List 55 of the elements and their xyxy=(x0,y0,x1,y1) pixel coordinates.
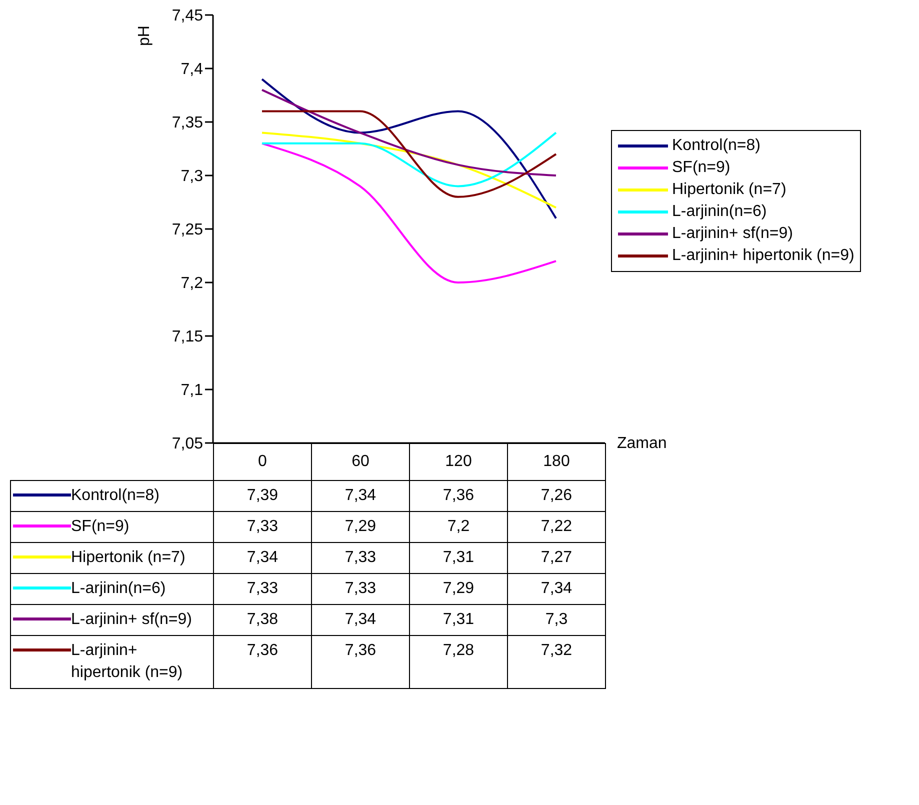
x-tick-label: 120 xyxy=(410,444,508,480)
data-label: 7,36 xyxy=(312,636,410,688)
y-tick-label: 7,45 xyxy=(172,8,204,25)
data-label: 7,28 xyxy=(410,636,508,688)
text: Kontrol(n=8) xyxy=(71,487,160,504)
data-label: 7,29 xyxy=(410,574,508,604)
text: L-arjinin+ hipertonik (n=9) xyxy=(71,642,183,681)
data-label: 7,32 xyxy=(508,636,606,688)
data-label: 7,34 xyxy=(312,480,410,512)
text: L-arjinin+ sf(n=9) xyxy=(71,611,192,628)
line-series xyxy=(261,78,557,220)
y-tick-label: 7,05 xyxy=(172,436,204,453)
text: Hipertonik (n=7) xyxy=(71,549,186,566)
y-tick-label: 7,35 xyxy=(172,114,204,132)
y-tick-label: 7,2 xyxy=(180,275,204,292)
legend-label: L-arjinin(n=6) xyxy=(672,202,767,222)
data-label: 7,39 xyxy=(214,480,312,512)
y-tick-label: 7,1 xyxy=(180,382,204,400)
data-label: 7,36 xyxy=(410,480,508,512)
line-series xyxy=(261,142,557,284)
data-label: 7,33 xyxy=(214,512,312,542)
x-tick-label: 180 xyxy=(508,444,606,480)
y-tick-label: 7,4 xyxy=(180,61,204,78)
data-label: 7,33 xyxy=(312,542,410,574)
y-tick-label: 7,25 xyxy=(172,222,204,239)
text: SF(n=9) xyxy=(71,518,130,535)
data-label: 7,36 xyxy=(214,636,312,688)
line-series xyxy=(261,88,557,176)
data-label: 7,27 xyxy=(508,542,606,574)
data-label: 7,34 xyxy=(312,604,410,636)
data-label: 7,38 xyxy=(214,604,312,636)
line-series xyxy=(261,132,557,209)
y-axis-title: pH xyxy=(136,26,154,46)
data-label: 7,31 xyxy=(410,604,508,636)
x-tick-label: 0 xyxy=(214,444,312,480)
data-label: 7,26 xyxy=(508,480,606,512)
y-tick-label: 7,3 xyxy=(180,168,204,186)
y-tick-label: 7,15 xyxy=(172,328,204,346)
legend-label: Kontrol(n=8) xyxy=(672,136,760,156)
legend-label: L-arjinin+ sf(n=9) xyxy=(672,224,793,244)
x-tick-label: 60 xyxy=(312,444,410,480)
data-label: 7,33 xyxy=(214,574,312,604)
legend-label: SF(n=9) xyxy=(672,158,730,178)
data-label: 7,22 xyxy=(508,512,606,542)
x-axis-title: Zaman xyxy=(617,435,667,453)
data-label: 7,31 xyxy=(410,542,508,574)
legend-label: Hipertonik (n=7) xyxy=(672,180,786,200)
data-label: 7,34 xyxy=(214,542,312,574)
data-label: 7,33 xyxy=(312,574,410,604)
legend-label: L-arjinin+ hipertonik (n=9) xyxy=(672,246,854,266)
text: L-arjinin(n=6) xyxy=(71,580,166,597)
data-label: 7,34 xyxy=(508,574,606,604)
data-label: 7,29 xyxy=(312,512,410,542)
data-label: 7,2 xyxy=(410,512,508,542)
data-label: 7,3 xyxy=(508,604,606,636)
